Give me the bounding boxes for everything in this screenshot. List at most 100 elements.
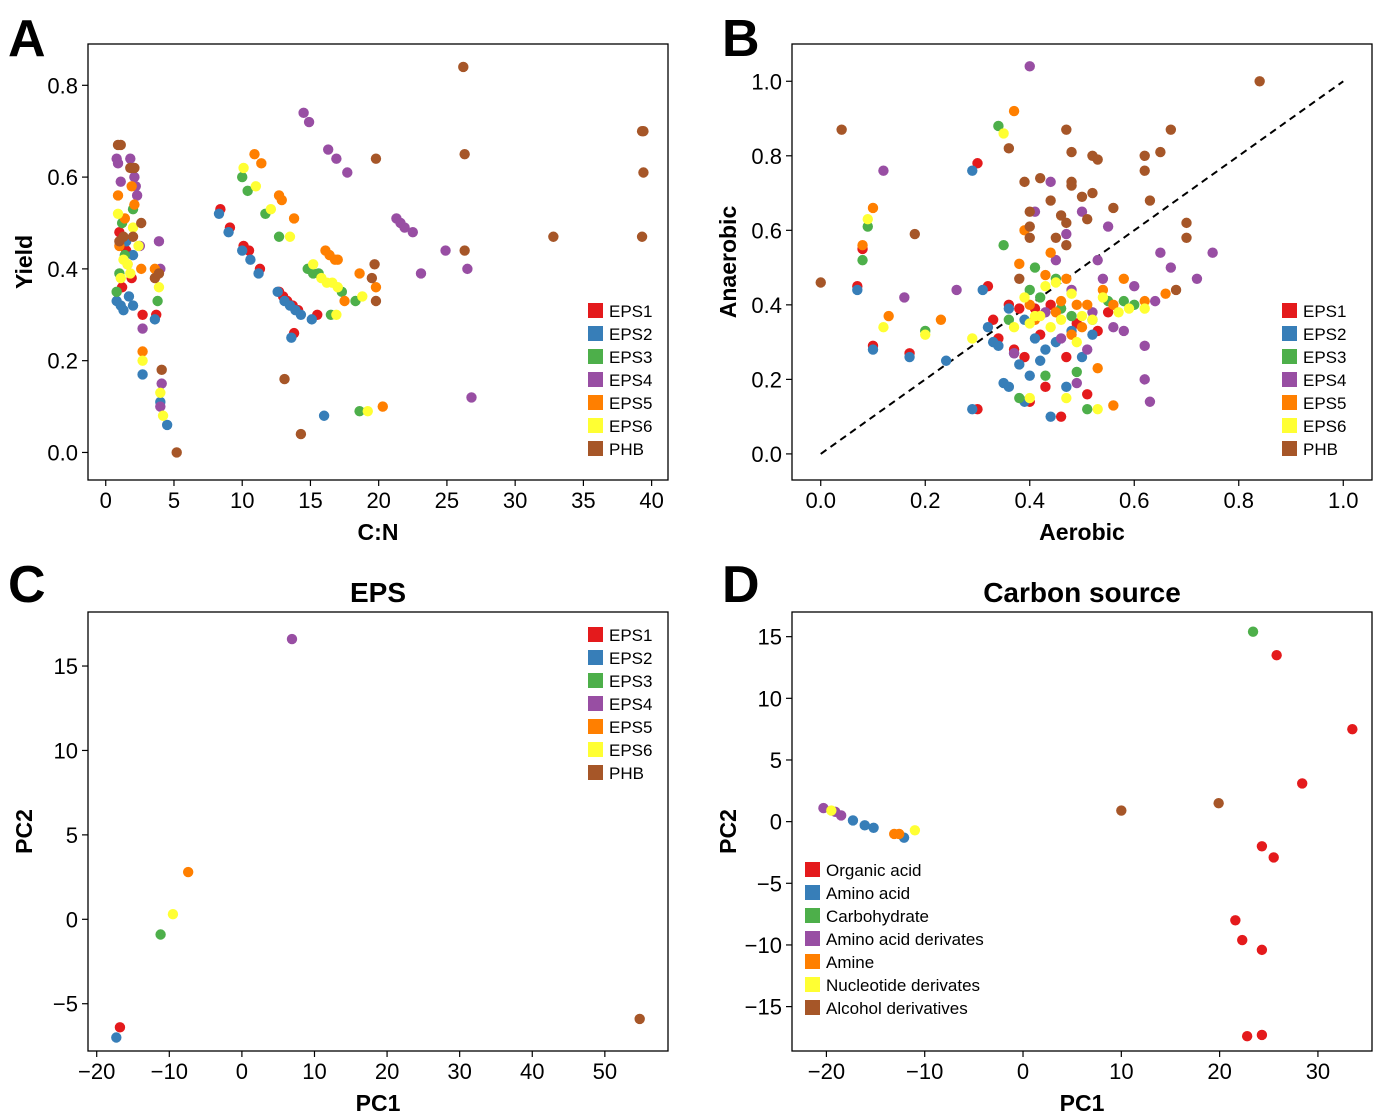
y-tick-label: 10 xyxy=(758,686,782,711)
y-tick-label: −15 xyxy=(745,995,782,1020)
legend-swatch xyxy=(588,673,603,688)
data-point xyxy=(634,1013,645,1025)
data-point xyxy=(859,820,870,831)
data-point xyxy=(1019,292,1030,303)
data-point xyxy=(998,240,1009,251)
y-tick-label: 0.0 xyxy=(751,442,782,467)
data-point xyxy=(878,322,889,333)
data-point xyxy=(1066,146,1077,158)
data-point xyxy=(127,222,139,233)
data-point xyxy=(136,263,147,275)
data-point xyxy=(1019,351,1030,363)
data-point xyxy=(157,410,169,421)
legend-swatch xyxy=(1282,395,1297,410)
data-point xyxy=(1050,277,1062,288)
data-point xyxy=(137,355,148,366)
data-point xyxy=(125,268,136,279)
data-point xyxy=(1139,165,1150,176)
legend-label: EPS3 xyxy=(1303,348,1346,367)
series-eps5 xyxy=(182,866,194,878)
data-point xyxy=(123,291,135,302)
data-point xyxy=(129,162,140,174)
plot-frame xyxy=(791,43,1373,481)
data-point xyxy=(977,284,988,296)
series-eps6 xyxy=(862,128,1150,415)
data-point xyxy=(878,165,889,176)
data-point xyxy=(1040,281,1051,292)
data-point xyxy=(156,364,167,376)
data-point xyxy=(1108,202,1119,214)
y-tick-label: 0.6 xyxy=(47,165,78,190)
data-point xyxy=(286,633,298,645)
plot-frame xyxy=(791,611,1373,1052)
data-point xyxy=(1040,370,1051,381)
data-point xyxy=(1014,392,1025,404)
panel-letter-b: B xyxy=(722,10,760,68)
data-point xyxy=(238,162,249,174)
data-point xyxy=(306,314,318,325)
legend-label: EPS5 xyxy=(609,718,652,737)
series-carbohydrate xyxy=(1247,626,1259,637)
data-point xyxy=(1092,154,1103,165)
x-tick-label: 0.2 xyxy=(910,488,941,513)
data-point xyxy=(1087,307,1098,318)
panel-b: 0.0 0.2 0.4 0.6 0.8 1.0 0.0 0.2 0.4 0.6 0.8 1.0 Aero… xyxy=(715,43,1373,545)
data-point xyxy=(125,153,136,164)
data-point xyxy=(1256,944,1268,956)
x-tick-label: 0 xyxy=(1017,1059,1029,1084)
data-point xyxy=(298,107,309,119)
x-tick-label: 20 xyxy=(375,1059,399,1084)
data-point xyxy=(1076,191,1088,202)
data-point xyxy=(1102,221,1114,232)
legend-label: PHB xyxy=(609,764,644,783)
data-point xyxy=(111,1032,122,1043)
diagonal-reference-line xyxy=(820,80,1344,455)
data-point xyxy=(332,254,343,265)
y-axis-label: PC2 xyxy=(715,809,741,854)
data-point xyxy=(1170,284,1182,296)
data-point xyxy=(1181,232,1192,243)
data-point xyxy=(1045,247,1056,258)
y-tick-label: 0.8 xyxy=(47,73,78,98)
data-point xyxy=(111,286,122,298)
points-b xyxy=(815,61,1265,422)
data-point xyxy=(1003,381,1015,393)
series-eps6 xyxy=(112,162,373,421)
data-point xyxy=(458,61,469,73)
legend-label: EPS3 xyxy=(609,672,652,691)
legend-label: PHB xyxy=(609,440,644,459)
data-point xyxy=(1247,626,1259,637)
data-point xyxy=(245,254,256,265)
data-point xyxy=(1071,336,1082,348)
data-point xyxy=(940,355,952,366)
legend-d: Organic acid Amino acid Carbohydrate Amino … xyxy=(805,861,984,1018)
data-point xyxy=(127,231,139,242)
data-point xyxy=(1071,366,1082,378)
data-point xyxy=(1003,143,1015,154)
legend-label: Amino acid xyxy=(826,884,910,903)
data-point xyxy=(133,240,144,252)
data-point xyxy=(127,249,139,261)
data-point xyxy=(354,405,365,417)
data-point xyxy=(1034,355,1046,366)
data-point xyxy=(909,825,921,836)
data-point xyxy=(137,323,148,334)
data-point xyxy=(370,282,382,293)
data-point xyxy=(1014,359,1025,370)
x-axis-label: Aerobic xyxy=(1039,519,1125,545)
data-point xyxy=(1061,217,1072,229)
legend-label: EPS1 xyxy=(609,302,652,321)
legend-b: EPS1 EPS2 EPS3 EPS4 EPS5 EPS6 PHB xyxy=(1282,302,1346,459)
y-tick-label: 0 xyxy=(770,810,782,835)
data-point xyxy=(131,190,143,201)
legend-label: EPS4 xyxy=(609,695,652,714)
legend-label: EPS3 xyxy=(609,348,652,367)
data-point xyxy=(171,447,182,458)
data-point xyxy=(415,268,427,279)
data-point xyxy=(273,231,285,242)
data-point xyxy=(307,259,319,270)
panel-c: EPS−20 −10 0 10 20 30 40 50−5051015PC1PC2EPS1EP… xyxy=(11,577,669,1111)
data-point xyxy=(1102,307,1114,318)
legend-label: PHB xyxy=(1303,440,1338,459)
data-point xyxy=(1024,299,1035,311)
